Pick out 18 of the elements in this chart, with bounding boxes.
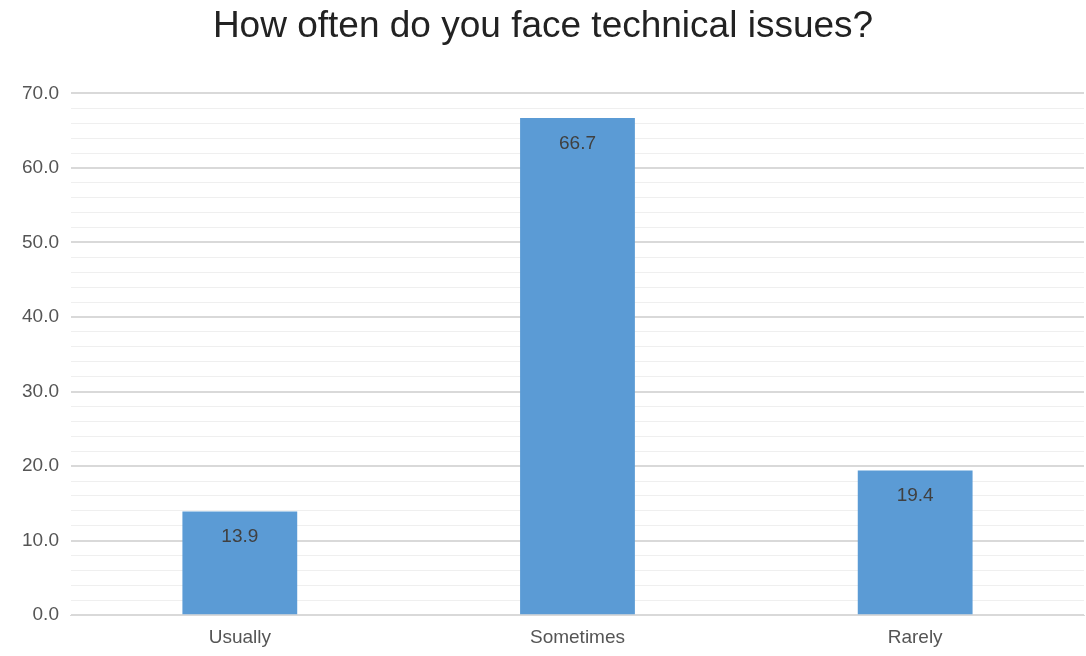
x-tick-label: Sometimes — [529, 625, 626, 647]
x-tick-label: Usually — [208, 625, 272, 647]
x-tick-label: Rarely — [887, 625, 944, 647]
y-tick-label: 10.0 — [22, 528, 59, 550]
bar — [857, 470, 973, 615]
y-tick-label: 30.0 — [22, 379, 59, 401]
y-tick-label: 0.0 — [32, 603, 59, 625]
y-tick-label: 70.0 — [22, 81, 59, 103]
bar — [520, 118, 635, 615]
data-label: 13.9 — [221, 525, 259, 547]
y-tick-label: 60.0 — [22, 156, 59, 178]
data-label: 19.4 — [896, 484, 935, 506]
y-tick-label: 50.0 — [22, 230, 59, 252]
y-tick-label: 20.0 — [22, 454, 59, 476]
bar — [182, 511, 298, 615]
y-tick-label: 40.0 — [22, 305, 59, 327]
chart-title: How often do you face technical issues? — [211, 4, 875, 46]
data-label: 66.7 — [559, 131, 596, 153]
